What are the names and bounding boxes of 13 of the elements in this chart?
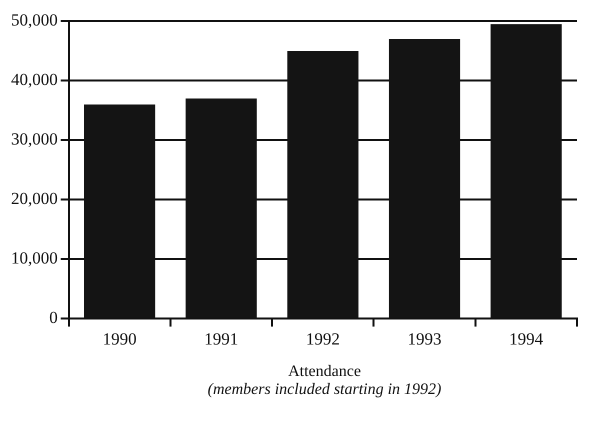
- x-axis-title: Attendance: [287, 363, 362, 381]
- x-tick-label: 1992: [306, 329, 340, 348]
- text: (members included starting in 1992): [206, 381, 442, 399]
- y-tick-label: 50,000: [11, 10, 58, 30]
- y-tick-label: 10,000: [11, 248, 58, 268]
- y-tick-label: 0: [49, 308, 58, 328]
- y-tick-label: 40,000: [11, 70, 58, 90]
- y-tick-label: 20,000: [11, 189, 58, 208]
- x-tick-label: 1991: [204, 329, 238, 348]
- x-tick-label: 1994: [509, 329, 544, 348]
- y-tick-label: 30,000: [11, 130, 58, 149]
- x-tick-label: 1993: [408, 329, 442, 348]
- x-tick-label: 1990: [102, 329, 137, 348]
